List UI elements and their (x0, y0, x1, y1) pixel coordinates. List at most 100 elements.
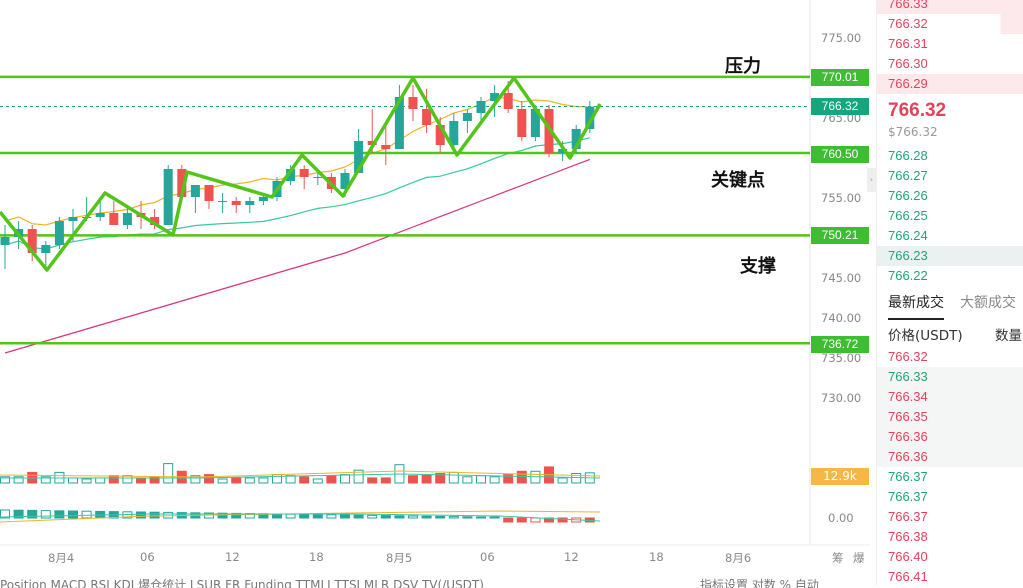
volume-bar (204, 474, 214, 484)
indicator-bar (489, 516, 500, 519)
indicator-dif-line (0, 513, 601, 522)
indicator-bar (13, 509, 24, 519)
candle-body (354, 141, 364, 173)
candle-body (54, 221, 64, 245)
candle-body (490, 93, 500, 101)
volume-bar (258, 477, 269, 484)
volume-bar (190, 475, 201, 484)
bid-row[interactable]: 766.28 (888, 148, 928, 163)
volume-bar (136, 477, 146, 484)
last-price: 766.32 (888, 100, 947, 121)
trade-row: 766.37 (888, 509, 928, 524)
ask-row[interactable]: 766.30 (888, 56, 928, 71)
volume-bar (272, 474, 282, 484)
volume-bar (353, 469, 364, 484)
volume-bar (108, 475, 119, 484)
bid-row[interactable]: 766.23 (877, 246, 1023, 266)
bid-row[interactable]: 766.25 (888, 208, 928, 223)
liquidation-toggle[interactable]: 爆 (853, 551, 865, 565)
indicator-bar (408, 515, 418, 519)
candle-body (367, 141, 377, 145)
indicator-bar (476, 516, 486, 519)
indicator-list[interactable]: Position MACD RSI KDJ 爆仓统计 LSUR FR Fundi… (0, 578, 484, 588)
candle-body (286, 169, 296, 181)
bid-row[interactable]: 766.24 (888, 228, 928, 243)
orderbook-panel: 766.33 766.32 766.31 766.30 766.29 766.3… (876, 0, 1023, 585)
ask-row[interactable]: 766.29 (877, 74, 1023, 94)
level-label-770: 770.01 (811, 69, 869, 86)
collapse-panel-icon[interactable]: › (867, 168, 876, 192)
annotation-support: 支撑 (740, 256, 776, 277)
bid-row[interactable]: 766.22 (888, 268, 928, 283)
volume-bar (408, 475, 418, 484)
bid-row[interactable]: 766.26 (888, 188, 928, 203)
candlestick-chart[interactable] (0, 0, 870, 585)
level-label-760: 760.50 (811, 146, 869, 163)
volume-bar (0, 476, 10, 484)
level-label-736: 736.72 (811, 336, 869, 353)
volume-bar (81, 478, 92, 484)
volume-bar (13, 476, 24, 484)
indicator-bar (530, 517, 541, 523)
trade-row: 766.38 (888, 529, 928, 544)
indicator-bar (435, 515, 446, 519)
x-label: 12 (225, 550, 240, 564)
level-label-750: 750.21 (811, 227, 869, 244)
volume-bar (285, 475, 296, 484)
volume-bar (326, 475, 337, 484)
volume-bar (312, 478, 323, 484)
candle-body (381, 145, 391, 149)
indicator-bar (68, 510, 78, 519)
indicator-bar (299, 513, 310, 519)
indicator-bar (380, 515, 391, 519)
volume-bar (476, 475, 486, 484)
tab-large-trades[interactable]: 大额成交 (960, 295, 1016, 311)
indicator-bar (421, 515, 432, 519)
indicator-bar (0, 509, 10, 519)
annotation-key-point: 关键点 (711, 170, 765, 191)
indicator-bar (40, 510, 51, 519)
candle-body (449, 121, 459, 145)
candle-body (530, 109, 540, 137)
indicator-bar (149, 511, 160, 519)
volume-bar (435, 473, 446, 484)
candle-body (204, 185, 214, 201)
indicator-bar (217, 512, 228, 519)
trade-row: 766.36 (877, 427, 1023, 447)
volume-label: 12.9k (811, 468, 869, 485)
indicator-bar (54, 510, 65, 519)
indicator-bar (312, 514, 323, 519)
bid-row[interactable]: 766.27 (888, 168, 928, 183)
indicator-bar (136, 511, 146, 519)
candle-body (122, 213, 132, 225)
trade-row: 766.34 (877, 387, 1023, 407)
ask-row[interactable]: 766.31 (888, 36, 928, 51)
candle-body (41, 245, 51, 253)
candle-body (435, 125, 445, 145)
candle-body (190, 185, 200, 197)
trade-row: 766.37 (888, 469, 928, 484)
candle-body (150, 217, 160, 225)
trades-tabs: 最新成交 大额成交 (877, 290, 1023, 320)
tab-latest-trades[interactable]: 最新成交 (888, 292, 944, 320)
volume-bar (489, 476, 500, 484)
ask-row[interactable]: 766.32 (877, 14, 1023, 34)
volume-bar (68, 477, 78, 484)
candle-body (0, 237, 10, 245)
candle-body (503, 93, 513, 109)
trade-row: 766.36 (877, 447, 1023, 467)
indicator-bar (353, 514, 364, 519)
indicator-settings[interactable]: 指标设置 对数 % 自动 (700, 578, 819, 588)
ask-row[interactable]: 766.33 (877, 0, 1023, 14)
indicator-menu[interactable]: Position MACD RSI KDJ 爆仓统计 LSUR FR Fundi… (0, 578, 870, 588)
candle-body (394, 97, 404, 149)
chip-distribution-toggle[interactable]: 筹 (832, 551, 844, 565)
x-label: 8月6 (725, 551, 752, 565)
indicator-bar (231, 512, 242, 519)
candle-body (231, 201, 241, 205)
annotation-resistance: 压力 (725, 56, 761, 77)
indicator-bar (462, 516, 473, 519)
volume-bar (40, 476, 51, 484)
volume-bar (299, 476, 310, 484)
volume-bar (462, 476, 473, 484)
